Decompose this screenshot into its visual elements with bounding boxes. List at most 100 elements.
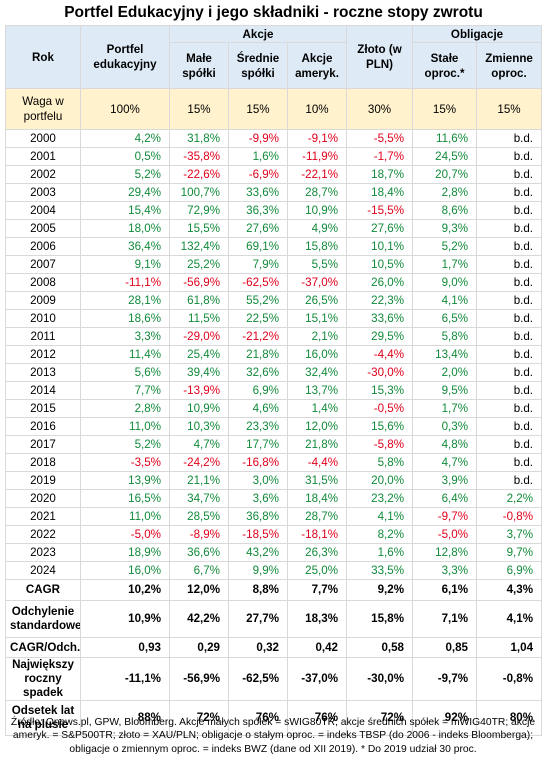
- return-cell: b.d.: [476, 129, 543, 148]
- table-row: 2011 3,3% -29,0% -21,2% 2,1% 29,5% 5,8% b.d.: [5, 327, 543, 346]
- return-cell: 20,7%: [412, 165, 478, 184]
- return-cell: 5,2%: [80, 435, 170, 454]
- return-cell: 31,5%: [286, 471, 348, 490]
- table-row: 2013 5,6% 39,4% 32,6% 32,4% -30,0% 2,0% b.d.: [5, 363, 543, 382]
- return-cell: -30,0%: [346, 363, 414, 382]
- return-cell: 3,3%: [80, 327, 170, 346]
- return-cell: -9,7%: [412, 507, 478, 526]
- return-cell: 18,7%: [346, 165, 414, 184]
- year-cell: 2015: [5, 399, 81, 418]
- return-cell: b.d.: [476, 471, 543, 490]
- return-cell: 5,2%: [412, 237, 478, 256]
- return-cell: -16,8%: [228, 453, 288, 472]
- return-cell: 4,1%: [346, 507, 414, 526]
- header-zloto: Złoto (w PLN): [346, 25, 414, 89]
- return-cell: -11,9%: [286, 147, 348, 166]
- year-cell: 2013: [5, 363, 81, 382]
- return-cell: 9,3%: [412, 219, 478, 238]
- return-cell: 5,8%: [346, 453, 414, 472]
- stat-value: 72%: [169, 700, 229, 736]
- return-cell: 15,4%: [80, 201, 170, 220]
- return-cell: 29,5%: [346, 327, 414, 346]
- return-cell: 100,7%: [169, 183, 229, 202]
- return-cell: b.d.: [476, 453, 543, 472]
- year-cell: 2018: [5, 453, 81, 472]
- stats-row: Odchylenie standardowe 10,9% 42,2% 27,7% 18,…: [5, 600, 543, 638]
- return-cell: 28,1%: [80, 291, 170, 310]
- return-cell: 33,6%: [346, 309, 414, 328]
- return-cell: b.d.: [476, 273, 543, 292]
- return-cell: b.d.: [476, 381, 543, 400]
- stats-row: Odsetek lat na plusie 88% 72% 76% 76% 72% 92% 8…: [5, 700, 543, 736]
- return-cell: 1,6%: [346, 543, 414, 562]
- return-cell: 25,4%: [169, 345, 229, 364]
- return-cell: 27,6%: [228, 219, 288, 238]
- return-cell: 5,2%: [80, 165, 170, 184]
- stat-value: 0,58: [346, 637, 414, 658]
- return-cell: 32,4%: [286, 363, 348, 382]
- return-cell: 6,7%: [169, 561, 229, 580]
- source-footnote: Źródło: Qnews.pl, GPW, Bloomberg. Akcje …: [10, 717, 536, 755]
- table-row: 2017 5,2% 4,7% 17,7% 21,8% -5,8% 4,8% b.d.: [5, 435, 543, 454]
- table-row: 2020 16,5% 34,7% 3,6% 18,4% 23,2% 6,4% 2,2%: [5, 489, 543, 508]
- table-title: Portfel Edukacyjny i jego składniki - ro…: [64, 4, 483, 21]
- stats-row: CAGR/Odch. 0,93 0,29 0,32 0,42 0,58 0,85 1,04: [5, 637, 543, 658]
- table-row: 2018 -3,5% -24,2% -16,8% -4,4% 5,8% 4,7% b.d.: [5, 453, 543, 472]
- stat-value: -62,5%: [228, 657, 288, 701]
- stat-value: 76%: [228, 700, 288, 736]
- stat-value: 0,29: [169, 637, 229, 658]
- return-cell: b.d.: [476, 417, 543, 436]
- return-cell: b.d.: [476, 363, 543, 382]
- return-cell: 26,0%: [346, 273, 414, 292]
- return-cell: 2,2%: [476, 489, 543, 508]
- return-cell: 16,5%: [80, 489, 170, 508]
- return-cell: 36,6%: [169, 543, 229, 562]
- return-cell: b.d.: [476, 435, 543, 454]
- year-cell: 2001: [5, 147, 81, 166]
- return-cell: 11,0%: [80, 417, 170, 436]
- return-cell: 6,9%: [228, 381, 288, 400]
- return-cell: 6,9%: [476, 561, 543, 580]
- return-cell: 6,4%: [412, 489, 478, 508]
- return-cell: 12,8%: [412, 543, 478, 562]
- header-srednie: Średnie spółki: [228, 42, 288, 89]
- return-cell: 28,7%: [286, 507, 348, 526]
- return-cell: 21,8%: [286, 435, 348, 454]
- return-cell: -13,9%: [169, 381, 229, 400]
- return-cell: 7,7%: [80, 381, 170, 400]
- stat-value: -30,0%: [346, 657, 414, 701]
- return-cell: 1,7%: [412, 255, 478, 274]
- return-cell: -4,4%: [286, 453, 348, 472]
- stat-value: -37,0%: [286, 657, 348, 701]
- return-cell: -11,1%: [80, 273, 170, 292]
- return-cell: -18,1%: [286, 525, 348, 544]
- return-cell: 18,9%: [80, 543, 170, 562]
- return-cell: 13,7%: [286, 381, 348, 400]
- return-cell: 15,1%: [286, 309, 348, 328]
- stat-value: 4,1%: [476, 600, 543, 638]
- stats-row: CAGR 10,2% 12,0% 8,8% 7,7% 9,2% 6,1% 4,3%: [5, 579, 543, 601]
- return-cell: -37,0%: [286, 273, 348, 292]
- stat-value: 15,8%: [346, 600, 414, 638]
- return-cell: 18,6%: [80, 309, 170, 328]
- return-cell: 10,9%: [169, 399, 229, 418]
- header-row-2: Małe spółki Średnie spółki Akcje ameryk.…: [6, 42, 543, 89]
- stat-value: -11,1%: [80, 657, 170, 701]
- year-cell: 2004: [5, 201, 81, 220]
- return-cell: 15,3%: [346, 381, 414, 400]
- table-row: 2012 11,4% 25,4% 21,8% 16,0% -4,4% 13,4% b.d.: [5, 345, 543, 364]
- header-male: Małe spółki: [169, 42, 229, 89]
- return-cell: 26,5%: [286, 291, 348, 310]
- return-cell: -6,9%: [228, 165, 288, 184]
- year-cell: 2014: [5, 381, 81, 400]
- year-cell: 2016: [5, 417, 81, 436]
- return-cell: 23,2%: [346, 489, 414, 508]
- return-cell: -22,1%: [286, 165, 348, 184]
- table-row: 2007 9,1% 25,2% 7,9% 5,5% 10,5% 1,7% b.d.: [5, 255, 543, 274]
- return-cell: 1,7%: [412, 399, 478, 418]
- table-row: 2003 29,4% 100,7% 33,6% 28,7% 18,4% 2,8% b.d.: [5, 183, 543, 202]
- return-cell: 3,6%: [228, 489, 288, 508]
- return-cell: -0,8%: [476, 507, 543, 526]
- return-cell: 4,7%: [412, 453, 478, 472]
- return-cell: 21,1%: [169, 471, 229, 490]
